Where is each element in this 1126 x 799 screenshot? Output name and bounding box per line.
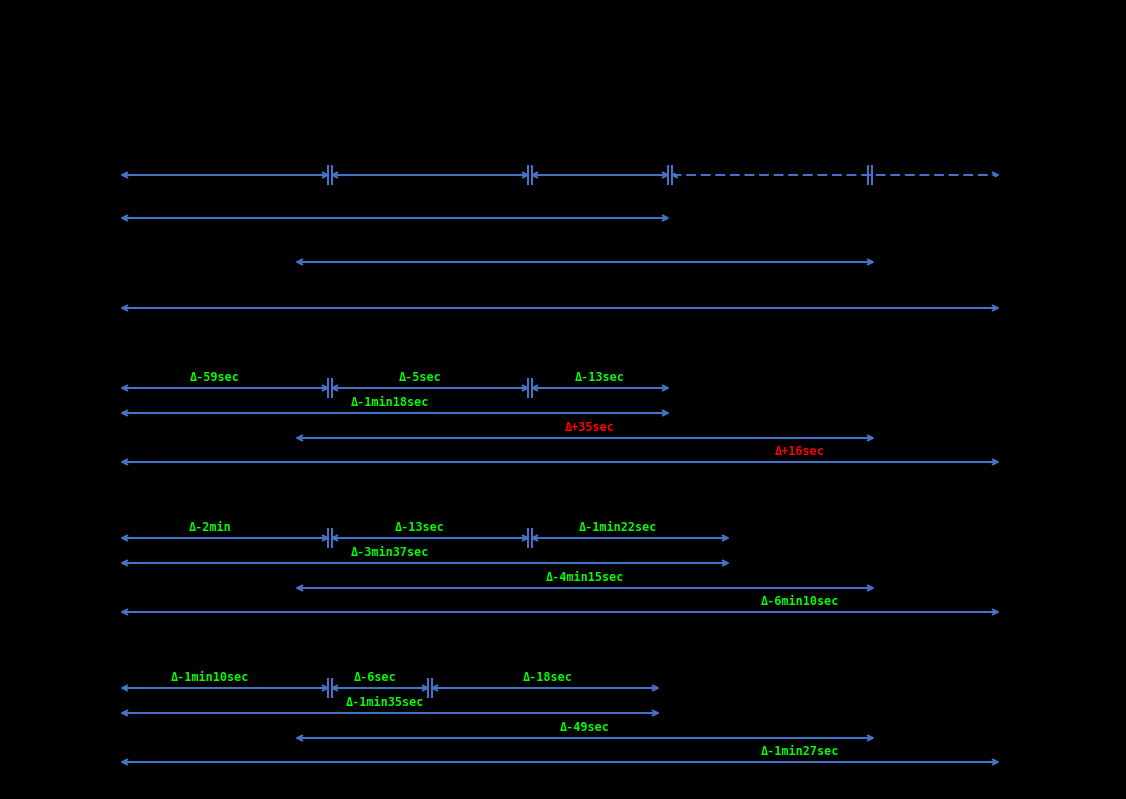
Text: Δ-13sec: Δ-13sec	[395, 521, 445, 534]
Text: Δ-1min22sec: Δ-1min22sec	[579, 521, 658, 534]
Text: Δ-59sec: Δ-59sec	[190, 371, 240, 384]
Text: Δ-18sec: Δ-18sec	[524, 671, 573, 684]
Text: Δ-1min18sec: Δ-1min18sec	[351, 396, 429, 409]
Text: Δ+16sec: Δ+16sec	[775, 445, 825, 458]
Text: Δ-6min10sec: Δ-6min10sec	[761, 595, 839, 608]
Text: Δ-49sec: Δ-49sec	[560, 721, 610, 734]
Text: Δ-6sec: Δ-6sec	[354, 671, 396, 684]
Text: Δ+35sec: Δ+35sec	[565, 421, 615, 434]
Text: Δ-1min10sec: Δ-1min10sec	[171, 671, 249, 684]
Text: Δ-3min37sec: Δ-3min37sec	[351, 546, 429, 559]
Text: Δ-4min15sec: Δ-4min15sec	[546, 571, 624, 584]
Text: Δ-2min: Δ-2min	[189, 521, 231, 534]
Text: Δ-13sec: Δ-13sec	[575, 371, 625, 384]
Text: Δ-5sec: Δ-5sec	[399, 371, 441, 384]
Text: Δ-1min27sec: Δ-1min27sec	[761, 745, 839, 758]
Text: Δ-1min35sec: Δ-1min35sec	[346, 696, 425, 709]
